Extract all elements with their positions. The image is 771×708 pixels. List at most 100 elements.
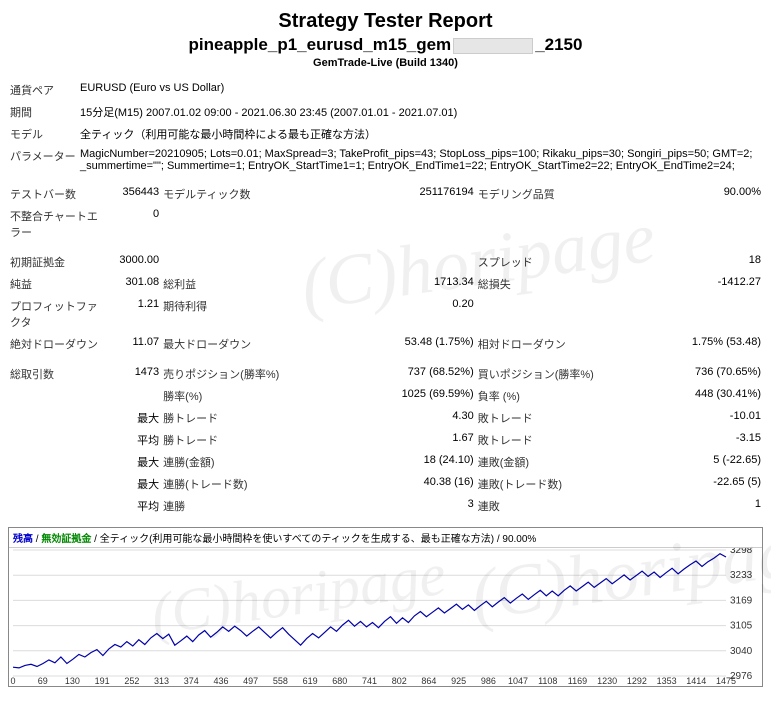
value-bars: 356443 <box>104 183 161 205</box>
info-table-top: 通貨ペアEURUSD (Euro vs US Dollar) 期間15分足(M1… <box>8 79 763 183</box>
value-short: 737 (68.52%) <box>312 363 476 385</box>
svg-text:619: 619 <box>303 676 318 686</box>
report-subtitle: pineapple_p1_eurusd_m15_gem_2150 <box>8 35 763 55</box>
svg-text:558: 558 <box>273 676 288 686</box>
label-conswin-avg: 連勝 <box>161 495 311 517</box>
svg-text:1108: 1108 <box>538 676 557 686</box>
prefix-max: 最大 <box>104 407 161 429</box>
row-bars: テストバー数 356443 モデルティック数 251176194 モデリング品質… <box>8 183 763 205</box>
value-pf: 1.21 <box>104 295 161 333</box>
label-reldd: 相対ドローダウン <box>476 333 640 355</box>
prefix-avg: 平均 <box>104 429 161 451</box>
value-netprofit: 301.08 <box>104 273 161 295</box>
value-quality: 90.00% <box>640 183 763 205</box>
svg-text:986: 986 <box>481 676 496 686</box>
value-conswin-cnt: 40.38 (16) <box>312 473 476 495</box>
value-consloss-amt: 5 (-22.65) <box>640 451 763 473</box>
value-losstrade-avg: -3.15 <box>640 429 763 451</box>
label-mismatch: 不整合チャートエラー <box>8 205 104 243</box>
legend-invalid: 無効証拠金 <box>41 534 91 545</box>
row-symbol: 通貨ペアEURUSD (Euro vs US Dollar) <box>8 79 763 101</box>
row-param: パラメーターMagicNumber=20210905; Lots=0.01; M… <box>8 145 763 175</box>
label-losstrade2: 敗トレード <box>476 429 640 451</box>
row-model: モデル全ティック（利用可能な最小時間枠による最も正確な方法） <box>8 123 763 145</box>
svg-text:802: 802 <box>392 676 407 686</box>
value-spread: 18 <box>640 251 763 273</box>
row-avg-trade: 平均 勝トレード 1.67 敗トレード -3.15 <box>8 429 763 451</box>
label-short: 売りポジション(勝率%) <box>161 363 311 385</box>
row-pf: プロフィットファクタ 1.21 期待利得 0.20 <box>8 295 763 333</box>
label-winrate: 勝率(%) <box>161 385 311 407</box>
svg-text:3105: 3105 <box>730 621 753 632</box>
row-max-trade: 最大 勝トレード 4.30 敗トレード -10.01 <box>8 407 763 429</box>
info-table-stats: テストバー数 356443 モデルティック数 251176194 モデリング品質… <box>8 183 763 517</box>
svg-text:3040: 3040 <box>730 646 753 657</box>
svg-text:0: 0 <box>10 676 15 686</box>
prefix-max2: 最大 <box>104 451 161 473</box>
value-grossloss: -1412.27 <box>640 273 763 295</box>
row-netprofit: 純益 301.08 総利益 1713.34 総損失 -1412.27 <box>8 273 763 295</box>
svg-text:313: 313 <box>154 676 169 686</box>
value-symbol: EURUSD (Euro vs US Dollar) <box>78 79 763 101</box>
prefix-avg2: 平均 <box>104 495 161 517</box>
label-consloss-cnt: 連敗(トレード数) <box>476 473 640 495</box>
svg-text:3233: 3233 <box>730 570 753 581</box>
svg-text:69: 69 <box>38 676 48 686</box>
value-total: 1473 <box>104 363 161 385</box>
svg-text:680: 680 <box>332 676 347 686</box>
svg-text:1230: 1230 <box>597 676 617 686</box>
label-ticks: モデルティック数 <box>161 183 311 205</box>
value-payoff: 0.20 <box>312 295 476 333</box>
label-wintrade2: 勝トレード <box>161 429 311 451</box>
value-consloss-avg: 1 <box>640 495 763 517</box>
value-period: 15分足(M15) 2007.01.02 09:00 - 2021.06.30 … <box>78 101 763 123</box>
value-grossprofit: 1713.34 <box>312 273 476 295</box>
value-long: 736 (70.65%) <box>640 363 763 385</box>
svg-text:1353: 1353 <box>657 676 677 686</box>
label-bars: テストバー数 <box>8 183 104 205</box>
value-deposit: 3000.00 <box>104 251 161 273</box>
legend-balance: 残高 <box>13 534 33 545</box>
value-wintrade-avg: 1.67 <box>312 429 476 451</box>
label-conswin-amt: 連勝(金額) <box>161 451 311 473</box>
label-spread: スプレッド <box>476 251 640 273</box>
row-cons-cnt: 最大 連勝(トレード数) 40.38 (16) 連敗(トレード数) -22.65… <box>8 473 763 495</box>
row-period: 期間15分足(M15) 2007.01.02 09:00 - 2021.06.3… <box>8 101 763 123</box>
chart-legend: 残高 / 無効証拠金 / 全ティック(利用可能な最小時間枠を使いすべてのティック… <box>9 528 762 548</box>
row-deposit: 初期証拠金 3000.00 スプレッド 18 <box>8 251 763 273</box>
label-symbol: 通貨ペア <box>8 79 78 101</box>
svg-text:3298: 3298 <box>730 548 753 556</box>
legend-model: 全ティック(利用可能な最小時間枠を使いすべてのティックを生成する、最も正確な方法… <box>100 534 494 545</box>
label-quality: モデリング品質 <box>476 183 640 205</box>
value-reldd: 1.75% (53.48) <box>640 333 763 355</box>
label-consloss-avg: 連敗 <box>476 495 640 517</box>
value-model: 全ティック（利用可能な最小時間枠による最も正確な方法） <box>78 123 763 145</box>
label-losstrade: 敗トレード <box>476 407 640 429</box>
value-absdd: 11.07 <box>104 333 161 355</box>
legend-quality: 90.00% <box>502 534 536 545</box>
value-winrate: 1025 (69.59%) <box>312 385 476 407</box>
row-total-trades: 総取引数 1473 売りポジション(勝率%) 737 (68.52%) 買いポジ… <box>8 363 763 385</box>
label-maxdd: 最大ドローダウン <box>161 333 311 355</box>
svg-text:3169: 3169 <box>730 595 753 606</box>
label-long: 買いポジション(勝率%) <box>476 363 640 385</box>
label-netprofit: 純益 <box>8 273 104 295</box>
row-mismatch: 不整合チャートエラー 0 <box>8 205 763 243</box>
label-consloss-amt: 連敗(金額) <box>476 451 640 473</box>
prefix-max3: 最大 <box>104 473 161 495</box>
svg-text:864: 864 <box>421 676 436 686</box>
row-cons-amt: 最大 連勝(金額) 18 (24.10) 連敗(金額) 5 (-22.65) <box>8 451 763 473</box>
svg-text:1475: 1475 <box>716 676 736 686</box>
svg-text:436: 436 <box>213 676 228 686</box>
svg-text:497: 497 <box>243 676 258 686</box>
balance-chart: 残高 / 無効証拠金 / 全ティック(利用可能な最小時間枠を使いすべてのティック… <box>8 527 763 687</box>
row-cons-avg: 平均 連勝 3 連敗 1 <box>8 495 763 517</box>
value-conswin-amt: 18 (24.10) <box>312 451 476 473</box>
report-build: GemTrade-Live (Build 1340) <box>8 57 763 69</box>
label-deposit: 初期証拠金 <box>8 251 104 273</box>
label-grossprofit: 総利益 <box>161 273 311 295</box>
svg-text:1414: 1414 <box>686 676 706 686</box>
balance-svg: 3298323331693105304029760691301912523133… <box>9 548 760 686</box>
label-model: モデル <box>8 123 78 145</box>
label-conswin-cnt: 連勝(トレード数) <box>161 473 311 495</box>
